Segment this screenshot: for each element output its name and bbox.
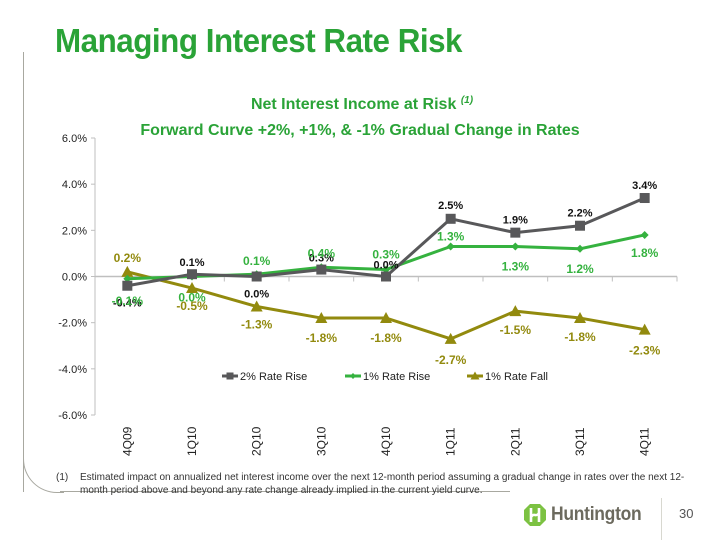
data-point-square-marker: [226, 372, 234, 380]
x-tick-label: 2Q11: [508, 427, 522, 456]
footnote-text: Estimated impact on annualized net inter…: [80, 472, 685, 496]
x-tick-label: 4Q09: [120, 426, 134, 456]
data-label: -1.8%: [564, 330, 596, 344]
data-label: -1.3%: [241, 318, 273, 332]
chart-axes: 6.0% 4.0% 2.0% 0.0% -2.0% -4.0% -6.0% 4Q09 1Q10 2…: [58, 133, 678, 456]
data-point-square-marker: [510, 227, 521, 238]
y-tick-label: 2.0%: [62, 225, 87, 237]
x-tick-label: 3Q11: [573, 427, 587, 456]
data-label: -1.5%: [500, 323, 532, 337]
footnote-marker: (1): [56, 472, 69, 483]
chart-title-text: Net Interest Income at Risk: [250, 96, 457, 113]
data-label: 3.4%: [632, 180, 657, 192]
data-point-diamond-marker: [576, 244, 584, 253]
data-point-triangle-marker: [315, 312, 328, 324]
y-tick-label: 0.0%: [62, 272, 87, 284]
x-tick-label: 2Q10: [250, 426, 264, 456]
chart-title-footnote-ref: (1): [460, 95, 474, 106]
data-point-triangle-marker: [509, 305, 522, 317]
huntington-logo-icon: [524, 504, 546, 526]
data-label: 1.3%: [437, 229, 465, 243]
legend-item: 1% Rate Rise: [345, 371, 430, 383]
data-label: -1.8%: [370, 331, 402, 345]
chart-data-labels: -0.4%0.1%0.0%0.3%0.0%2.5%1.9%2.2%3.4%-0.…: [112, 180, 661, 367]
data-label: 0.2%: [114, 251, 142, 265]
series-1-rate-fall: [121, 265, 651, 344]
data-label: -0.1%: [112, 294, 144, 308]
y-tick-label: -4.0%: [58, 364, 87, 376]
data-label: 0.0%: [373, 260, 398, 272]
data-point-square-marker: [251, 271, 262, 282]
x-tick-label: 3Q10: [314, 426, 328, 456]
data-label: 1.8%: [631, 246, 659, 260]
x-tick-label: 1Q11: [444, 427, 458, 456]
x-tick-label: 1Q10: [185, 426, 199, 456]
series-2-rate-rise: [122, 193, 650, 291]
legend-item: 2% Rate Rise: [222, 371, 307, 383]
x-tick-label: 4Q11: [638, 427, 652, 456]
data-label: 0.1%: [243, 254, 271, 268]
data-point-triangle-marker: [574, 312, 586, 324]
data-point-triangle-marker: [444, 332, 457, 344]
y-tick-label: -6.0%: [58, 410, 87, 422]
legend-label: 2% Rate Rise: [240, 371, 307, 383]
y-tick-label: 4.0%: [62, 179, 87, 191]
page-number: 30: [679, 506, 694, 521]
data-point-square-marker: [575, 220, 585, 231]
data-label: -1.8%: [306, 331, 338, 345]
data-point-square-marker: [381, 271, 391, 282]
data-point-diamond-marker: [511, 242, 520, 251]
chart-title: Net Interest Income at Risk (1): [2, 95, 720, 114]
data-label: -2.3%: [629, 344, 661, 358]
data-point-square-marker: [122, 280, 133, 291]
slide-frame-left-border: [23, 52, 24, 492]
data-point-triangle-marker: [121, 265, 134, 277]
data-label: -2.7%: [435, 353, 467, 367]
y-tick-label: -2.0%: [58, 318, 87, 330]
data-label: 2.5%: [438, 200, 463, 212]
data-point-diamond-marker: [350, 373, 356, 379]
data-point-square-marker: [445, 213, 456, 224]
y-tick-label: 6.0%: [62, 133, 87, 145]
data-point-triangle-marker: [470, 371, 480, 380]
chart-legend: 2% Rate Rise 1% Rate Rise 1% Rate Fall: [222, 371, 548, 383]
data-label: 2.2%: [567, 208, 592, 220]
data-label: 0.0%: [244, 289, 269, 301]
data-point-square-marker: [639, 193, 650, 204]
slide-title: Managing Interest Rate Risk: [55, 22, 463, 59]
data-label: 1.2%: [566, 262, 594, 276]
huntington-logo: Huntington: [523, 503, 649, 527]
data-point-triangle-marker: [250, 300, 263, 312]
chart-subtitle: Forward Curve +2%, +1%, & -1% Gradual Ch…: [140, 122, 580, 139]
data-label: 1.3%: [502, 259, 530, 273]
chart-series: [121, 193, 651, 344]
data-label: 0.3%: [372, 248, 400, 262]
data-label: 0.4%: [308, 246, 336, 260]
footnote: (1) Estimated impact on annualized net i…: [56, 471, 686, 497]
data-label: -0.4%: [113, 298, 142, 310]
data-point-square-marker: [187, 269, 197, 280]
x-tick-label: 4Q10: [379, 426, 393, 456]
data-point-triangle-marker: [186, 282, 198, 294]
data-label: 0.1%: [179, 257, 204, 269]
data-point-diamond-marker: [640, 230, 649, 239]
slide-frame-bottom-border: [60, 490, 510, 492]
data-label: 0.3%: [309, 253, 334, 265]
data-point-diamond-marker: [446, 242, 455, 251]
data-label: -0.5%: [176, 299, 208, 313]
data-point-square-marker: [316, 264, 327, 275]
data-point-triangle-marker: [380, 312, 392, 324]
legend-label: 1% Rate Rise: [363, 371, 430, 383]
huntington-logo-text: Huntington: [551, 504, 642, 525]
data-label: 1.9%: [503, 215, 528, 227]
footer-separator: [661, 498, 662, 540]
data-point-triangle-marker: [638, 323, 651, 335]
legend-label: 1% Rate Fall: [485, 371, 548, 383]
legend-item: 1% Rate Fall: [467, 371, 548, 383]
data-label: 0.0%: [178, 291, 206, 305]
